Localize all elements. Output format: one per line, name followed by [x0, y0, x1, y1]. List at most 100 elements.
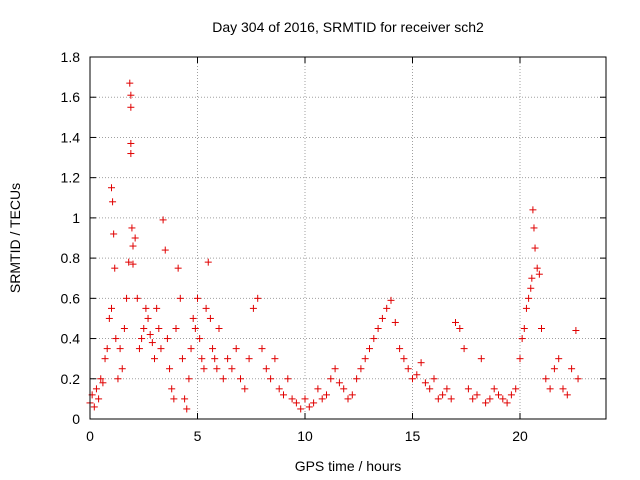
data-point [404, 365, 412, 373]
data-point [370, 335, 378, 343]
data-point [170, 395, 178, 403]
data-point [409, 375, 416, 383]
y-tick-label: 1 [72, 210, 80, 226]
data-point [109, 198, 117, 206]
data-point [92, 385, 100, 393]
data-point [507, 391, 515, 399]
y-tick-label: 0.6 [61, 290, 81, 306]
data-point [202, 304, 210, 312]
data-point [129, 260, 137, 268]
data-point [550, 365, 558, 373]
data-point [426, 385, 434, 393]
data-point [101, 355, 109, 363]
data-point [189, 314, 197, 322]
data-point [153, 304, 161, 312]
data-point [232, 345, 240, 353]
data-point [495, 391, 502, 399]
data-point [116, 345, 124, 353]
x-tick-label: 15 [405, 428, 421, 444]
data-point [262, 365, 270, 373]
data-point [159, 216, 167, 224]
data-point [275, 385, 283, 393]
data-point [108, 304, 115, 312]
data-point [335, 379, 343, 387]
data-point [168, 385, 176, 393]
data-point [146, 331, 154, 339]
data-point [531, 244, 539, 252]
y-tick-label: 1.2 [61, 170, 81, 186]
data-point [378, 314, 386, 322]
data-point [209, 345, 217, 353]
data-point [127, 139, 135, 147]
data-point [215, 325, 223, 332]
data-point [387, 296, 395, 304]
x-axis-label: GPS time / hours [295, 458, 402, 474]
data-point [473, 391, 481, 399]
data-point [396, 345, 404, 353]
data-point [301, 395, 309, 403]
data-point [219, 375, 227, 383]
data-point [439, 391, 447, 399]
data-point [503, 399, 511, 407]
y-tick-label: 1.8 [61, 49, 81, 65]
data-point [228, 365, 236, 373]
data-point [148, 339, 156, 347]
data-point [323, 391, 330, 399]
data-point [254, 294, 262, 302]
data-point [374, 325, 382, 332]
data-point [174, 264, 182, 272]
data-point [161, 246, 169, 254]
data-point [310, 399, 318, 407]
data-point [138, 335, 146, 343]
data-point [460, 345, 468, 353]
data-point [520, 325, 528, 332]
data-point [527, 284, 535, 292]
data-point [499, 395, 507, 403]
data-point [452, 318, 459, 326]
data-point [528, 274, 536, 282]
data-point [200, 365, 208, 373]
data-point [314, 385, 322, 393]
data-point [108, 184, 115, 192]
data-point [196, 335, 204, 343]
data-point [434, 395, 442, 403]
data-point [267, 375, 275, 383]
data-point [127, 103, 135, 111]
data-point [249, 304, 257, 312]
data-point [340, 385, 348, 393]
x-tick-label: 20 [512, 428, 528, 444]
data-point [204, 258, 212, 266]
data-point [97, 375, 105, 383]
data-point [482, 399, 490, 407]
data-point [525, 294, 533, 302]
data-point [477, 355, 485, 363]
y-tick-label: 1.4 [61, 129, 81, 145]
data-point [486, 395, 494, 403]
data-point [155, 325, 163, 332]
data-point [542, 375, 550, 383]
data-point [327, 375, 335, 383]
data-point [142, 304, 150, 312]
data-point [128, 224, 136, 232]
y-tick-label: 0.2 [61, 371, 81, 387]
data-point [284, 375, 292, 383]
data-point [318, 395, 326, 403]
data-point [163, 335, 171, 343]
data-point [172, 325, 180, 332]
y-tick-label: 1.6 [61, 89, 81, 105]
data-point [353, 375, 361, 383]
y-tick-label: 0.4 [61, 331, 81, 347]
data-point [224, 355, 232, 363]
data-point [280, 391, 287, 399]
data-point [103, 345, 111, 353]
data-point [512, 385, 520, 393]
data-point [572, 327, 580, 335]
data-point [176, 294, 184, 302]
data-point [516, 355, 524, 363]
data-point [297, 405, 305, 413]
data-point [357, 365, 365, 373]
data-point [157, 345, 165, 353]
data-point [456, 325, 464, 332]
data-point [166, 365, 174, 373]
